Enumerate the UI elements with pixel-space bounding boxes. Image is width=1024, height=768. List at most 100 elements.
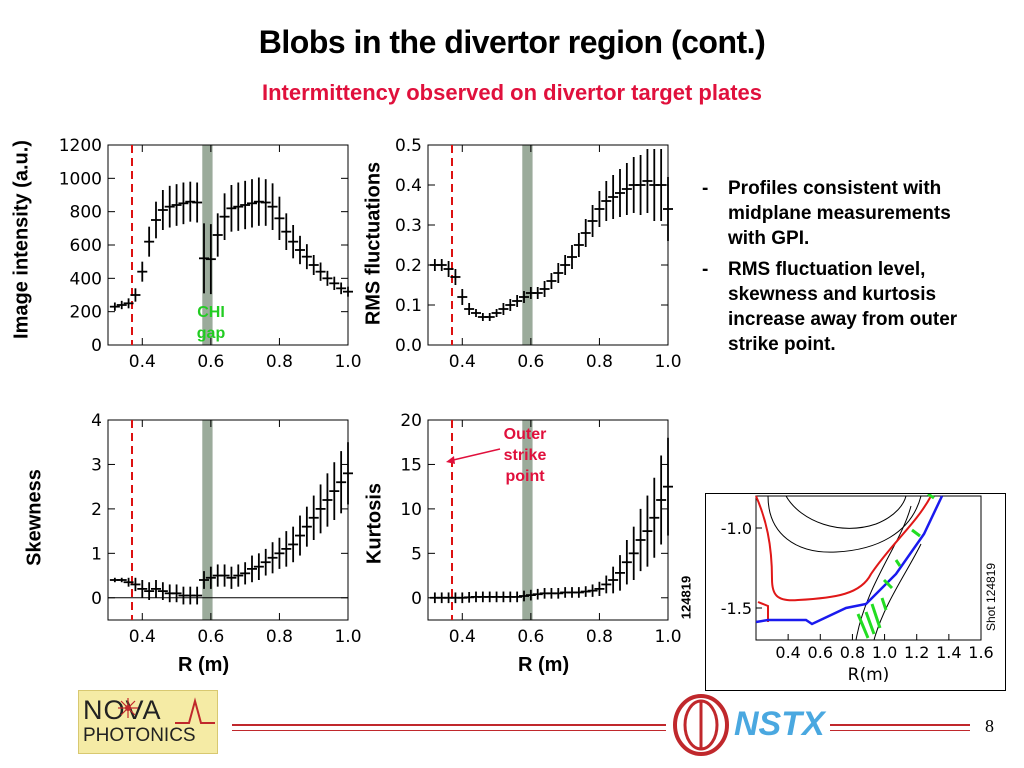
nova-photonics-logo: NOVA PHOTONICS <box>78 690 218 754</box>
intensity-chart: 0.4 0.6 0.8 1.0 0 200 400 600 800 1000 1200 <box>59 136 362 372</box>
data-point <box>656 149 667 221</box>
inset-y-tick-label: -1.0 <box>721 519 752 538</box>
y-tick-label: 10 <box>400 500 422 520</box>
data-point <box>308 495 319 540</box>
x-tick-label: 0.6 <box>197 627 224 647</box>
y-tick-label: 15 <box>400 455 422 475</box>
footer-rule-left <box>232 724 666 726</box>
data-point <box>436 259 447 271</box>
shot-number-label: 124819 <box>678 575 694 620</box>
data-point <box>457 289 468 305</box>
data-point <box>219 193 230 240</box>
y-tick-label: 0.5 <box>395 136 422 156</box>
y-tick-label: 5 <box>411 544 422 564</box>
data-point <box>601 575 612 594</box>
nova-star-icon <box>118 698 138 718</box>
data-point <box>343 286 353 297</box>
data-point <box>336 451 347 514</box>
x-tick-label: 0.4 <box>449 627 476 647</box>
bullet-text: RMS fluctuation level, skewness and kurt… <box>728 259 958 355</box>
y-tick-label: 0 <box>91 336 102 356</box>
footer-rule-right <box>830 724 970 726</box>
y-tick-label: 0 <box>411 589 422 609</box>
data-point <box>281 531 292 567</box>
x-tick-label: 0.4 <box>449 352 476 372</box>
data-point <box>608 566 619 594</box>
y-tick-label: 0.0 <box>395 336 422 356</box>
data-point <box>247 555 257 583</box>
x-tick-label: 0.8 <box>266 352 293 372</box>
data-point <box>443 261 454 277</box>
data-point <box>171 184 182 226</box>
data-point <box>587 205 598 237</box>
data-point <box>308 255 319 275</box>
strike-point-arrow <box>446 448 501 464</box>
bullet-dash: - <box>702 259 709 280</box>
bullet-dash: - <box>702 178 709 199</box>
data-point <box>199 571 209 589</box>
separatrix-leg <box>757 601 769 622</box>
y-tick-label: 800 <box>70 203 102 223</box>
flux-contour <box>873 543 922 641</box>
data-point <box>621 540 632 585</box>
page-number: 8 <box>985 716 994 736</box>
data-point <box>587 584 598 597</box>
plot-frame <box>427 144 669 346</box>
data-point <box>608 175 619 219</box>
nstx-logo-text: NSTX <box>734 705 825 743</box>
data-point <box>573 233 584 257</box>
inset-x-tick-label: 0.8 <box>840 643 865 662</box>
y-tick-label: 2 <box>91 500 102 520</box>
footer-rule-left-thin <box>232 730 666 731</box>
y-tick-label: 4 <box>91 411 102 431</box>
x-tick-label: 0.6 <box>517 627 544 647</box>
data-point <box>580 219 591 247</box>
kurtosis-x-label: R (m) <box>518 654 570 676</box>
data-point <box>560 255 571 275</box>
y-tick-label: 0 <box>91 589 102 609</box>
data-point <box>336 282 347 295</box>
data-point <box>130 577 141 592</box>
separatrix <box>755 495 932 602</box>
y-tick-label: 400 <box>70 269 102 289</box>
data-point <box>315 484 326 534</box>
data-point <box>144 226 155 257</box>
slide-title: Blobs in the divertor region (cont.) <box>258 24 766 60</box>
data-point <box>240 180 251 230</box>
outer-strike-point-label: Outer strike point <box>503 426 547 485</box>
nova-logo-text: NOVA <box>83 695 162 725</box>
bullet-list: - Profiles consistent with midplane meas… <box>700 176 990 363</box>
slide-subtitle: Intermittency observed on divertor targe… <box>261 80 763 105</box>
skewness-y-label: Skewness <box>23 469 46 566</box>
data-point <box>615 169 625 217</box>
probe-markers <box>856 494 935 639</box>
data-point <box>649 477 660 558</box>
data-point <box>109 302 120 311</box>
x-tick-label: 1.0 <box>654 352 681 372</box>
data-point <box>178 182 189 225</box>
data-point <box>329 462 340 520</box>
equilibrium-plot: 0.4 0.6 0.8 1.0 1.2 1.4 1.6 -1.0 -1.5 R(m) <box>721 494 994 685</box>
data-point <box>123 298 134 309</box>
data-point <box>567 245 577 269</box>
chi-gap-label: CHI gap <box>196 304 226 342</box>
y-tick-label: 200 <box>70 303 102 323</box>
skewness-x-label: R (m) <box>178 654 230 676</box>
data-point <box>491 309 502 317</box>
data-point <box>315 262 326 281</box>
y-tick-label: 1200 <box>59 136 102 156</box>
inset-y-tick-label: -1.5 <box>721 599 752 618</box>
data-point <box>663 437 673 536</box>
data-point <box>137 261 148 282</box>
data-point <box>171 584 182 603</box>
flux-contour <box>785 495 907 529</box>
data-point <box>329 276 340 290</box>
data-point <box>137 580 148 598</box>
data-point <box>247 179 257 228</box>
data-point <box>144 582 155 600</box>
y-tick-label: 0.4 <box>395 176 422 196</box>
data-point <box>553 263 564 283</box>
inset-shot-label: Shot 124819 <box>984 562 998 632</box>
y-tick-label: 0.2 <box>395 256 422 276</box>
data-point <box>219 564 230 587</box>
